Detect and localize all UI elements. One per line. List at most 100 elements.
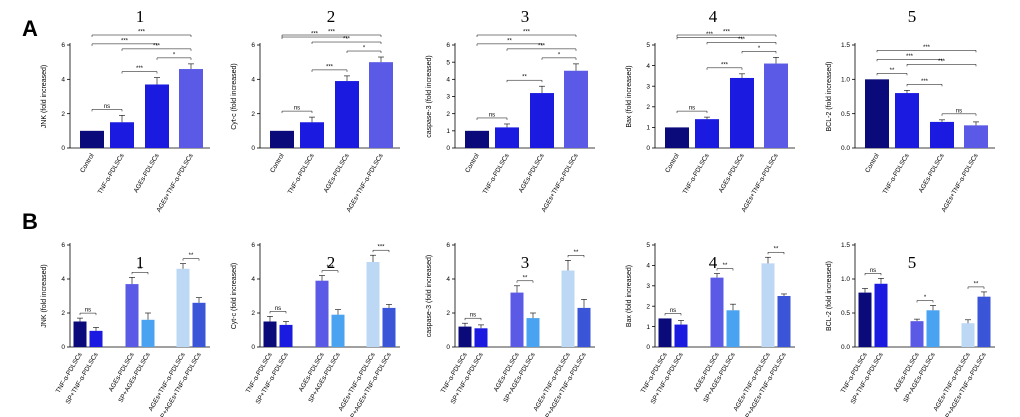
significance-label: ***: [738, 37, 746, 43]
panel-number: 5: [908, 7, 917, 26]
significance-bracket: [91, 43, 158, 46]
y-tick-label: 6: [61, 42, 65, 49]
significance-label: ns: [956, 108, 962, 114]
row-label-b: B: [22, 209, 38, 234]
significance-bracket: [91, 34, 192, 37]
y-tick-label: 4: [646, 263, 650, 270]
bar: [73, 321, 87, 347]
chart-a1: 1 JNK (fold increased) 0 2 4 6 Control TNF-α-PD…: [41, 7, 210, 214]
y-tick-label: 0: [251, 344, 255, 351]
y-tick-label: 2: [61, 111, 65, 118]
panel-number: 3: [521, 7, 530, 26]
significance-label: ***: [923, 45, 931, 51]
significance-bracket: [281, 36, 348, 40]
significance-label: ***: [921, 79, 929, 85]
significance-label: ***: [328, 30, 336, 36]
panel-number: 1: [136, 253, 145, 272]
significance-bracket: [79, 312, 97, 316]
y-tick-label: 1.5: [841, 42, 850, 49]
y-tick-label: 5: [646, 42, 650, 49]
y-tick-label: 4: [646, 63, 650, 70]
bar: [726, 310, 740, 347]
significance-label: ***: [343, 37, 351, 43]
bar: [961, 323, 975, 347]
y-tick-label: 2: [251, 310, 255, 317]
significance-bracket: [321, 270, 339, 273]
category-label: AGEs-PDLSCs: [518, 152, 546, 194]
y-tick-label: 4: [61, 276, 65, 283]
y-tick-label: 6: [251, 42, 255, 49]
y-tick-label: 6: [251, 242, 255, 249]
category-label: Control: [864, 152, 881, 174]
y-tick-label: 5: [446, 59, 450, 66]
bar: [80, 130, 104, 148]
significance-bracket: [906, 84, 943, 87]
bar: [465, 130, 489, 148]
bar: [665, 127, 689, 148]
significance-label: **: [507, 38, 512, 44]
y-tick-label: 0: [446, 145, 450, 152]
significance-label: ns: [489, 112, 495, 118]
significance-label: **: [723, 263, 728, 269]
significance-label: *: [758, 46, 761, 52]
significance-label: ***: [906, 54, 914, 60]
significance-bracket: [506, 79, 543, 83]
significance-label: ns: [275, 306, 281, 312]
significance-bracket: [916, 300, 934, 303]
significance-bracket: [906, 64, 977, 67]
significance-bracket: [281, 34, 382, 37]
bar: [335, 81, 359, 148]
bar: [658, 318, 672, 347]
y-tick-label: 0.0: [841, 145, 850, 152]
panel-number: 1: [136, 7, 145, 26]
significance-bracket: [676, 34, 777, 37]
significance-bracket: [716, 268, 734, 271]
y-tick-label: 1.0: [841, 276, 850, 283]
bar: [382, 307, 396, 347]
bar: [895, 93, 919, 148]
significance-bracket: [311, 69, 348, 72]
bar: [926, 310, 940, 347]
bar: [263, 321, 277, 347]
y-axis-title: BCL-2 (fold increased): [826, 61, 833, 131]
category-label: Control: [269, 152, 286, 174]
category-label: AGEs+TNF-α-PDLSCs: [740, 152, 780, 214]
bar: [858, 292, 872, 347]
y-tick-label: 0.5: [841, 111, 850, 118]
significance-label: ***: [523, 30, 531, 36]
y-tick-label: 3: [446, 94, 450, 101]
significance-bracket: [372, 249, 390, 253]
significance-bracket: [541, 57, 577, 60]
significance-bracket: [311, 41, 382, 45]
significance-label: *: [173, 52, 176, 58]
category-label: AGEs-PDLSCs: [718, 152, 746, 194]
significance-bracket: [941, 113, 977, 116]
significance-bracket: [741, 51, 777, 54]
chart-a5: 5 BCL-2 (fold increased) 0.0 0.5 1.0 1.5 Contr…: [826, 7, 995, 214]
significance-label: **: [890, 68, 895, 74]
chart-a4: 4 Bax (fold increased) 0 1 2 3 4 5 Control TNF-α-…: [626, 7, 795, 214]
significance-label: **: [523, 275, 528, 281]
y-tick-label: 0: [61, 145, 65, 152]
significance-bracket: [464, 317, 482, 321]
y-tick-label: 2: [446, 310, 450, 317]
y-tick-label: 4: [446, 77, 450, 84]
bar: [458, 326, 472, 347]
significance-label: **: [138, 267, 143, 273]
bar: [315, 280, 329, 347]
bar: [930, 121, 954, 148]
significance-label: ***: [311, 32, 319, 38]
significance-bracket: [876, 59, 943, 62]
y-tick-label: 4: [251, 77, 255, 84]
y-tick-label: 3: [646, 283, 650, 290]
bar: [730, 77, 754, 148]
y-tick-label: 2: [646, 104, 650, 111]
category-label: TNF-α-PDLSCs: [682, 152, 711, 196]
bar: [577, 307, 591, 347]
significance-bracket: [876, 50, 977, 53]
panel-number: 3: [521, 253, 530, 272]
significance-bracket: [676, 37, 743, 40]
bar: [300, 122, 324, 148]
y-tick-label: 0.0: [841, 344, 850, 351]
